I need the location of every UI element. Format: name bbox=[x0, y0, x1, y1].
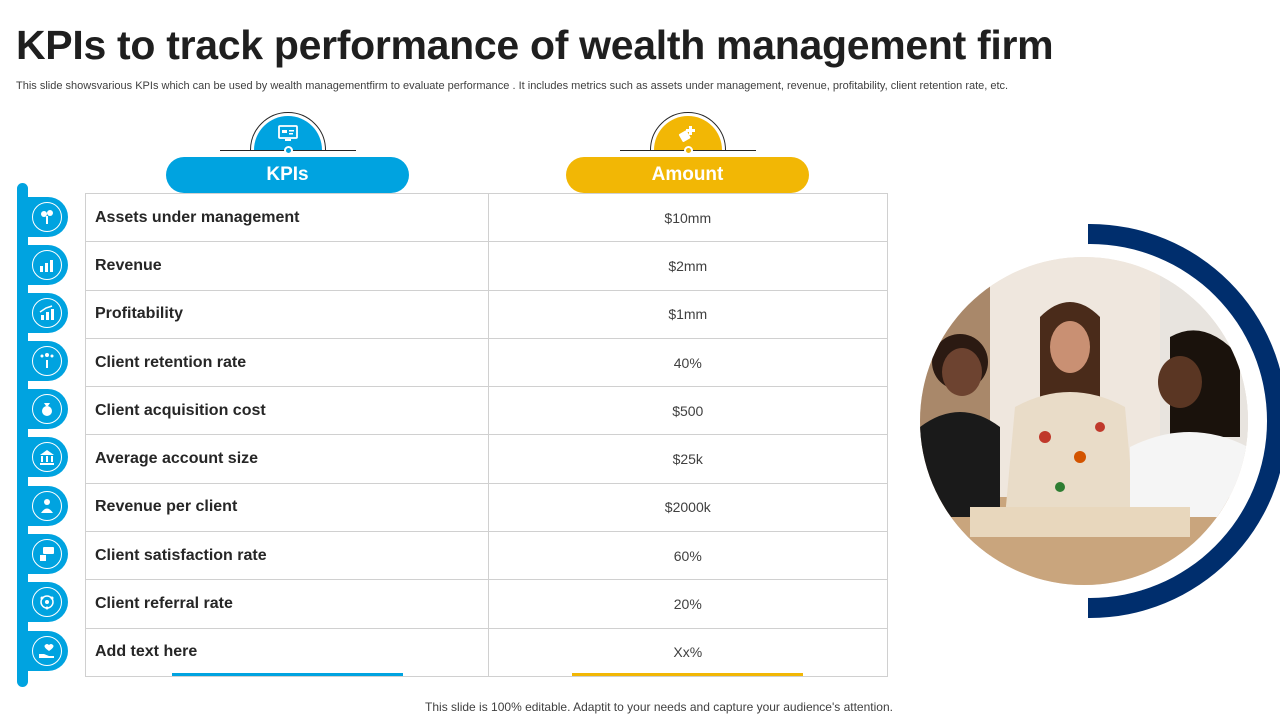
monitor-icon bbox=[278, 125, 298, 141]
slide-subtitle: This slide showsvarious KPIs which can b… bbox=[16, 80, 1009, 92]
amount-cell: 20% bbox=[487, 579, 889, 629]
kpi-name-cell: Client referral rate bbox=[85, 579, 489, 629]
bar-chart-icon bbox=[27, 245, 68, 285]
calculator-icon bbox=[678, 126, 695, 142]
kpis-header-pill: KPIs bbox=[166, 157, 409, 193]
amount-cell: $1mm bbox=[487, 289, 889, 339]
bank-icon bbox=[27, 437, 68, 477]
amount-cell: $2000k bbox=[487, 482, 889, 533]
kpi-name-cell: Client satisfaction rate bbox=[85, 531, 489, 581]
kpis-column-underline bbox=[172, 673, 403, 676]
slide-title: KPIs to track performance of wealth mana… bbox=[16, 22, 1054, 68]
kpi-name-cell: Client retention rate bbox=[85, 337, 489, 388]
amount-cell: $25k bbox=[487, 434, 889, 484]
referral-network-icon bbox=[27, 582, 68, 622]
table-row: Revenue per client $2000k bbox=[85, 482, 889, 533]
table-row: Assets under management $10mm bbox=[85, 192, 889, 243]
kpi-name-cell: Add text here bbox=[85, 627, 489, 677]
kpis-medallion bbox=[220, 112, 356, 155]
amount-cell: $10mm bbox=[487, 192, 889, 243]
kpi-name-cell: Profitability bbox=[85, 289, 489, 339]
table-row: Average account size $25k bbox=[85, 434, 889, 484]
team-photo bbox=[920, 257, 1248, 585]
hand-stars-icon bbox=[27, 341, 68, 381]
table-row: Profitability $1mm bbox=[85, 289, 889, 339]
kpi-name-cell: Assets under management bbox=[85, 192, 489, 243]
kpi-name-cell: Revenue per client bbox=[85, 482, 489, 533]
table-row: Client referral rate 20% bbox=[85, 579, 889, 629]
kpi-name-cell: Revenue bbox=[85, 241, 489, 291]
kpi-name-cell: Average account size bbox=[85, 434, 489, 484]
table-row: Add text here Xx% bbox=[85, 627, 889, 677]
kpi-table: Assets under management $10mm Revenue $2mm P… bbox=[85, 192, 889, 677]
amount-medallion bbox=[620, 112, 756, 155]
hand-heart-icon bbox=[27, 631, 68, 671]
amount-cell: Xx% bbox=[487, 627, 889, 677]
client-dollar-icon bbox=[27, 486, 68, 526]
table-row: Revenue $2mm bbox=[85, 241, 889, 291]
amount-cell: 60% bbox=[487, 531, 889, 581]
table-row: Client retention rate 40% bbox=[85, 337, 889, 388]
table-row: Client satisfaction rate 60% bbox=[85, 531, 889, 581]
amount-header-pill: Amount bbox=[566, 157, 809, 193]
table-row: Client acquisition cost $500 bbox=[85, 386, 889, 436]
left-rail bbox=[17, 183, 28, 687]
amount-cell: 40% bbox=[487, 337, 889, 388]
money-tree-icon bbox=[27, 197, 68, 237]
slide-footer: This slide is 100% editable. Adaptit to … bbox=[425, 700, 893, 714]
chat-thumbs-up-icon bbox=[27, 534, 68, 574]
amount-cell: $500 bbox=[487, 386, 889, 436]
amount-cell: $2mm bbox=[487, 241, 889, 291]
amount-column-underline bbox=[572, 673, 803, 676]
growth-chart-icon bbox=[27, 293, 68, 333]
money-bag-icon bbox=[27, 389, 68, 429]
kpi-name-cell: Client acquisition cost bbox=[85, 386, 489, 436]
